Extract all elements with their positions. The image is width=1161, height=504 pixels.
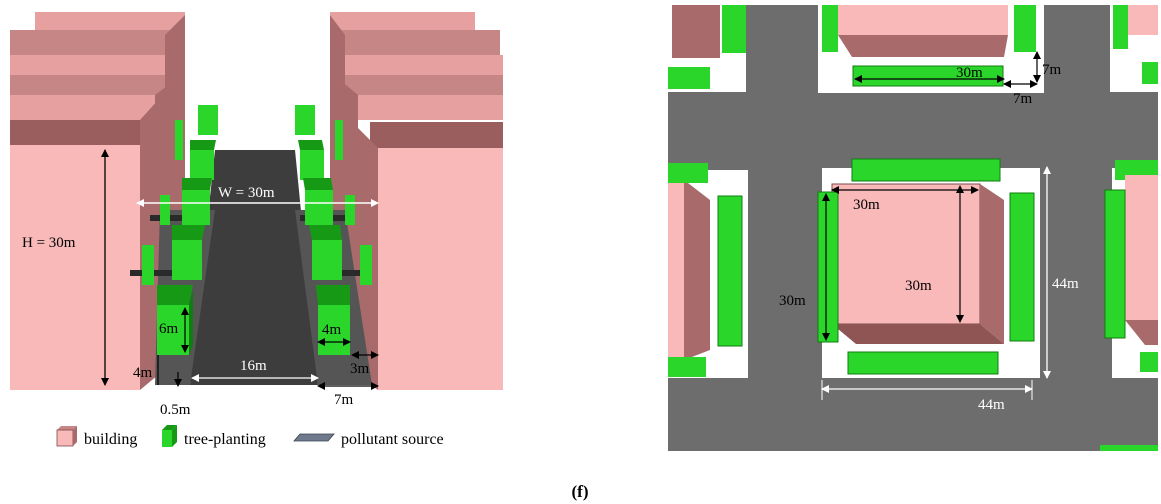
tree-block <box>818 192 838 342</box>
building-roof <box>1125 175 1158 320</box>
plan-view-panel: 30m 7m 7m 30m 30m 30m 44m 44m <box>668 5 1158 451</box>
tree-block <box>172 240 202 280</box>
building-side <box>838 35 1008 57</box>
gap-vertical-label: 7m <box>1042 62 1062 78</box>
building-swatch-icon <box>57 430 73 446</box>
legend-tree-label: tree-planting <box>184 431 266 448</box>
tree-block <box>1010 193 1034 341</box>
building <box>10 95 155 120</box>
width-label: W = 30m <box>218 185 275 201</box>
tree-block <box>668 163 708 183</box>
legend-item-tree: tree-planting <box>162 425 266 448</box>
tree-block <box>718 196 742 346</box>
legend-building-label: building <box>84 431 137 448</box>
source-swatch-icon <box>294 434 334 441</box>
tree-top <box>309 225 342 240</box>
building-roof <box>838 5 1008 35</box>
curb-label: 0.5m <box>160 402 191 418</box>
tree-block <box>300 150 324 180</box>
building-side <box>684 180 710 360</box>
tree-block <box>182 190 210 225</box>
tree-height-label: 6m <box>159 321 179 337</box>
tree-block <box>668 67 710 89</box>
tree-block <box>668 357 706 377</box>
building-front <box>378 148 503 390</box>
tree-block <box>1014 5 1036 52</box>
building-roof <box>370 122 503 148</box>
tree-top <box>303 178 333 190</box>
building-side <box>980 184 1004 344</box>
tree-top <box>190 140 216 150</box>
legend: building tree-planting pollutant source <box>57 425 444 448</box>
setback-label: 3m <box>350 361 370 377</box>
tree-block <box>722 5 746 53</box>
tree-block <box>345 195 355 225</box>
tree-top <box>298 140 324 150</box>
tree-block <box>1105 190 1125 338</box>
building <box>672 5 720 58</box>
tree-block <box>198 105 218 135</box>
figure-caption: (f) <box>572 482 589 501</box>
tree-top <box>182 178 212 190</box>
tree-block <box>142 245 154 285</box>
tree-block <box>360 245 372 285</box>
building-roof <box>10 120 140 145</box>
street-canyon-panel: H = 30m W = 30m 6m 4m 16m 4m 0.5m 3m 7m <box>10 12 503 418</box>
tree-block <box>312 240 342 280</box>
building-width-label: 30m <box>853 197 880 213</box>
tree-block <box>1142 62 1158 84</box>
legend-item-source: pollutant source <box>294 431 444 448</box>
legend-item-building: building <box>57 426 137 448</box>
tree-block <box>175 120 183 160</box>
tree-block <box>305 190 333 225</box>
tree-block <box>160 195 170 225</box>
tree-length-label: 30m <box>956 65 983 81</box>
tree-width-label: 4m <box>322 322 342 338</box>
tree-top <box>316 285 350 305</box>
building-height-label: 30m <box>905 278 932 294</box>
height-label: H = 30m <box>22 235 76 251</box>
tree-swatch-icon <box>162 430 172 447</box>
plot-width-label: 44m <box>978 397 1005 413</box>
tree-block <box>822 5 838 52</box>
sidewalk-label: 7m <box>334 392 354 408</box>
tree-length-left-label: 30m <box>779 293 806 309</box>
gap-horizontal-label: 7m <box>1013 91 1033 107</box>
building-front <box>10 145 140 390</box>
tree-block <box>848 352 998 374</box>
tree-block <box>852 159 1000 181</box>
building-side <box>832 324 1004 344</box>
tree-block <box>1113 5 1128 49</box>
plot-height-label: 44m <box>1052 276 1079 292</box>
building <box>352 95 503 120</box>
building-roof <box>1128 5 1158 35</box>
building-roof <box>668 180 684 360</box>
tree-block <box>1100 445 1158 451</box>
tree-block <box>190 150 214 180</box>
road-width-label: 16m <box>240 358 267 374</box>
tree-top <box>172 225 205 240</box>
offset-label: 4m <box>133 365 153 381</box>
tree-block <box>335 120 343 160</box>
tree-block <box>1140 352 1158 372</box>
tree-top <box>157 285 193 305</box>
legend-source-label: pollutant source <box>341 431 444 448</box>
tree-block <box>295 105 315 135</box>
